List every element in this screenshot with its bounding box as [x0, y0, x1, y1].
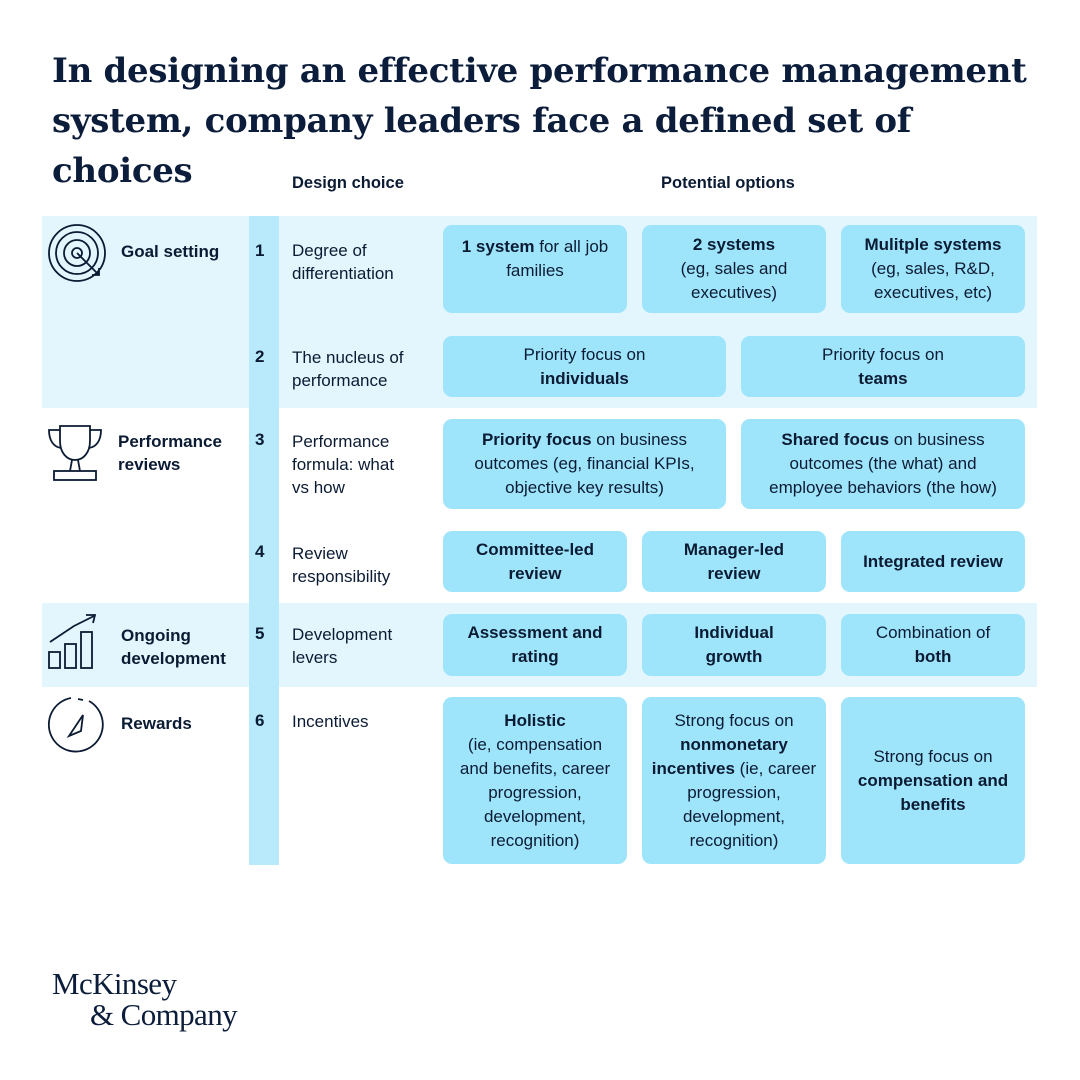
page-title: In designing an effective performance ma… — [52, 51, 1027, 191]
option-manager-led: Manager-led review — [642, 531, 826, 592]
option-individuals: Priority focus on individuals — [443, 336, 726, 397]
option-holistic: Holistic (ie, compensation and benefits,… — [443, 697, 627, 864]
design-choice-6: Incentives — [292, 712, 369, 731]
option-teams: Priority focus on teams — [741, 336, 1025, 397]
target-icon — [47, 222, 109, 289]
option-shared-focus: Shared focus on business outcomes (the w… — [741, 419, 1025, 509]
row-number-1: 1 — [255, 241, 265, 260]
option-compensation: Strong focus on compensation and benefit… — [841, 697, 1025, 864]
design-choice-3: Performance formula: what vs how — [292, 432, 395, 497]
design-choice-4: Review responsibility — [292, 544, 391, 586]
trophy-icon — [46, 423, 104, 488]
option-1-system: 1 system for all job families — [443, 225, 627, 313]
row-number-6: 6 — [255, 711, 265, 730]
row-number-5: 5 — [255, 624, 265, 643]
row-number-3: 3 — [255, 430, 265, 449]
option-2-systems: 2 systems (eg, sales and executives) — [642, 225, 826, 313]
option-multiple-systems: Mulitple systems (eg, sales, R&D, execut… — [841, 225, 1025, 313]
option-assessment-rating: Assessment and rating — [443, 614, 627, 676]
row-number-4: 4 — [255, 542, 265, 561]
row-number-2: 2 — [255, 347, 265, 366]
section-performance-reviews: Performance reviews — [118, 432, 222, 474]
option-combination: Combination of both — [841, 614, 1025, 676]
growth-chart-icon — [46, 612, 106, 675]
option-priority-focus: Priority focus on business outcomes (eg,… — [443, 419, 726, 509]
design-choice-2: The nucleus of performance — [292, 348, 404, 390]
section-ongoing-development: Ongoing development — [121, 626, 226, 668]
option-integrated-review: Integrated review — [841, 531, 1025, 592]
number-column — [249, 216, 279, 865]
option-committee-led: Committee-led review — [443, 531, 627, 592]
potential-options-header: Potential options — [661, 174, 795, 192]
mckinsey-logo: McKinsey & Company — [52, 966, 238, 1032]
section-rewards: Rewards — [121, 714, 192, 733]
design-choice-header: Design choice — [292, 174, 404, 192]
section-goal-setting: Goal setting — [121, 242, 220, 261]
design-choice-1: Degree of differentiation — [292, 241, 394, 283]
gauge-icon — [45, 695, 105, 760]
option-individual-growth: Individual growth — [642, 614, 826, 676]
design-choice-5: Development levers — [292, 625, 393, 667]
option-nonmonetary: Strong focus on nonmonetary incentives (… — [642, 697, 826, 864]
